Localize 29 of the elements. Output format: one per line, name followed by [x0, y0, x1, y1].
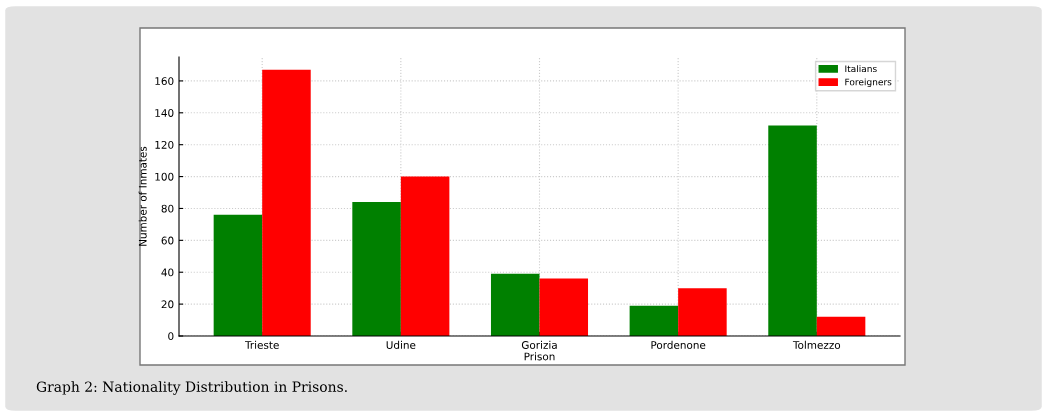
legend-label: Italians: [845, 65, 877, 73]
x-tick-label: Tolmezzo: [792, 340, 841, 349]
x-tick-label: Trieste: [245, 340, 279, 349]
y-tick-label: 160: [155, 77, 174, 86]
bar: [213, 214, 263, 336]
x-tick-label: Pordenone: [651, 340, 706, 349]
bar: [539, 278, 589, 336]
x-tick-label: Udine: [386, 340, 416, 349]
y-tick-label: 80: [161, 204, 174, 213]
bar: [490, 273, 540, 336]
bar: [400, 176, 450, 336]
bar: [629, 305, 679, 336]
y-tick-label: 100: [155, 172, 174, 181]
y-tick-label: 0: [168, 332, 174, 341]
bar: [262, 69, 311, 336]
legend-label: Foreigners: [845, 78, 892, 88]
y-tick-label: 20: [161, 300, 174, 309]
y-tick-label: 60: [161, 236, 174, 245]
x-axis-title: Prison: [524, 352, 555, 361]
y-tick-label: 40: [161, 268, 174, 277]
bar: [816, 316, 866, 336]
bar: [352, 202, 401, 336]
x-tick-label: Gorizia: [521, 340, 557, 349]
y-axis-title: Number of Inmates: [138, 146, 147, 246]
bar: [678, 288, 727, 336]
caption: Graph 2: Nationality Distribution in Prisons.: [36, 381, 347, 395]
y-tick-label: 120: [155, 140, 174, 149]
y-tick-label: 140: [155, 109, 174, 117]
bar: [768, 125, 817, 336]
